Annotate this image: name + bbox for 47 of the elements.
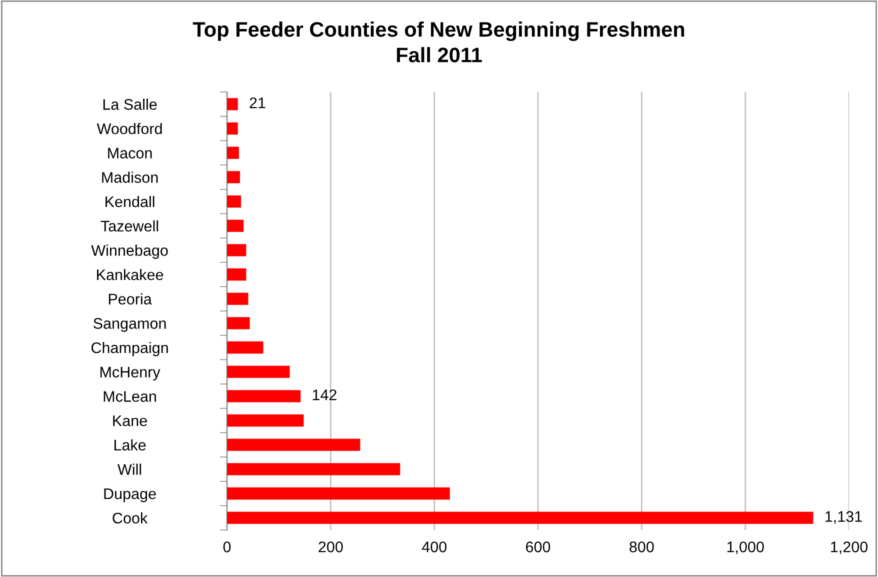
bar — [227, 414, 304, 427]
bar — [227, 438, 360, 451]
y-tick-label: Woodford — [96, 122, 162, 134]
bar — [227, 390, 301, 402]
data-label: 21 — [250, 97, 266, 108]
bar — [227, 146, 239, 159]
y-tick-label: Dupage — [104, 488, 156, 502]
x-tick-label: 800 — [630, 542, 654, 552]
y-tick-label: Tazewell — [100, 220, 158, 232]
bar — [227, 122, 238, 135]
y-tick-label: Kankakee — [97, 268, 164, 280]
x-tick-label: 600 — [526, 542, 550, 552]
bar — [227, 98, 238, 110]
bar — [227, 244, 246, 256]
y-tick-label: Macon — [108, 148, 152, 159]
y-tick-label: Lake — [114, 439, 146, 451]
bar — [227, 512, 814, 524]
y-tick-label: Cook — [112, 512, 148, 524]
y-tick-label: Peoria — [108, 293, 152, 305]
bar — [227, 292, 248, 305]
y-tick-label: Kendall — [106, 196, 154, 208]
x-tick-label: 0 — [223, 542, 231, 552]
y-tick-label: Winnebago — [91, 244, 168, 259]
y-tick-label: Will — [118, 464, 142, 475]
data-label: 1,131 — [826, 511, 862, 524]
bar — [227, 463, 400, 476]
y-tick-label: McLean — [104, 391, 156, 402]
y-tick-label: McHenry — [100, 366, 160, 381]
bar — [227, 366, 290, 378]
bar — [227, 341, 264, 354]
bar — [227, 487, 450, 500]
x-tick-label: 400 — [422, 542, 446, 552]
y-tick-label: La Salle — [103, 98, 157, 110]
y-tick-label: Kane — [113, 416, 147, 426]
bar — [227, 317, 250, 330]
bar — [227, 195, 241, 208]
x-tick-label: 200 — [318, 542, 343, 552]
bar — [227, 171, 240, 184]
chart-title: Top Feeder Counties of New Beginning Freshmen Fall 2011 — [192, 22, 684, 62]
x-tick-label: 1,200 — [831, 542, 868, 554]
x-tick-label: 1,000 — [727, 542, 764, 554]
y-tick-label: Sangamon — [94, 318, 166, 332]
data-label: 142 — [312, 389, 336, 400]
y-tick-label: Champaign — [91, 342, 168, 356]
bar — [227, 268, 246, 281]
y-tick-label: Madison — [102, 172, 158, 183]
bar — [227, 220, 244, 232]
